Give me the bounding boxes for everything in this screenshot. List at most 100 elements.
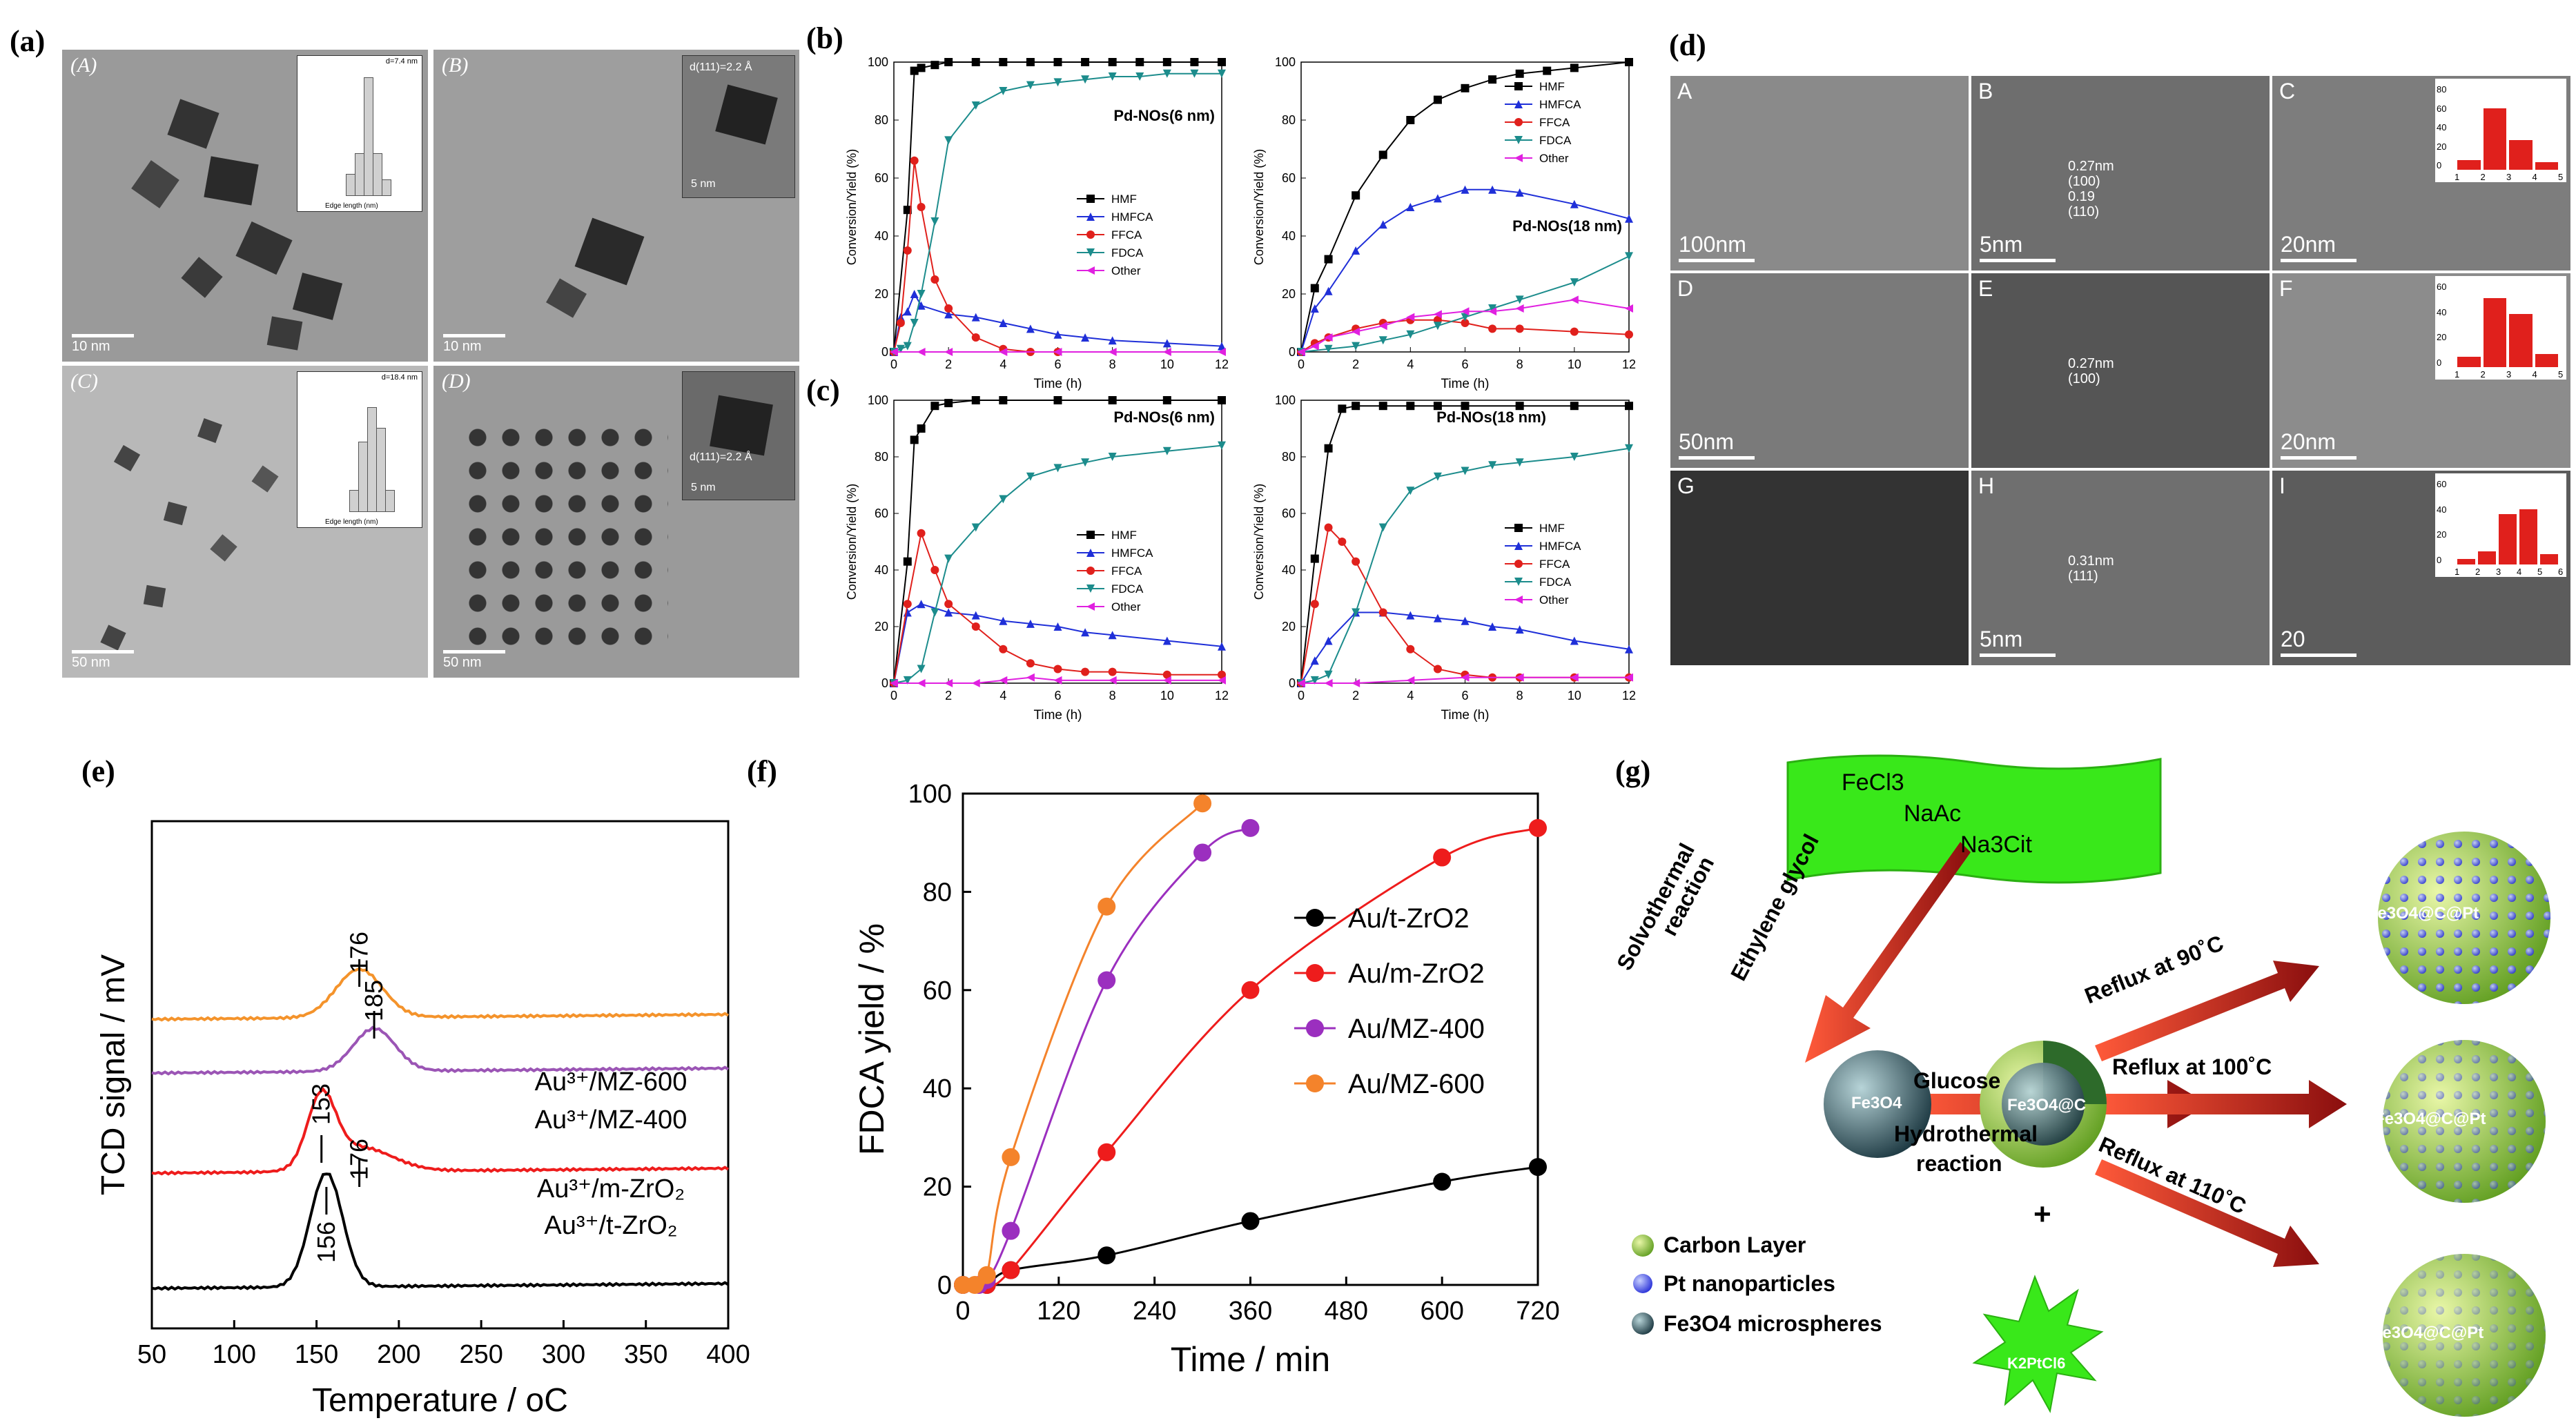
y-tick-label: 100 xyxy=(1275,393,1296,407)
data-point xyxy=(1406,676,1415,685)
y-tick-label: 40 xyxy=(923,1074,952,1103)
data-point xyxy=(930,275,939,284)
data-point xyxy=(944,310,953,319)
x-tick-label: 400 xyxy=(706,1340,750,1369)
data-point xyxy=(999,616,1008,625)
k2ptcl6-star xyxy=(1972,1275,2104,1413)
inset-scale: 5 nm xyxy=(691,178,716,190)
data-point xyxy=(1570,327,1579,336)
data-point xyxy=(1108,667,1117,676)
data-point xyxy=(1162,58,1171,66)
hist-y-tick: 60 xyxy=(2437,282,2447,292)
x-axis-label: Time (h) xyxy=(1441,377,1489,391)
legend-label: FDCA xyxy=(1111,582,1144,596)
hist-bar xyxy=(2509,139,2533,170)
x-tick-label: 0 xyxy=(890,357,897,371)
legend-label: HMFCA xyxy=(1111,210,1153,224)
data-point xyxy=(1433,310,1442,319)
data-point xyxy=(1324,286,1333,295)
data-point xyxy=(896,319,905,327)
data-point xyxy=(1086,230,1095,239)
nanoparticle xyxy=(197,418,222,443)
x-tick-label: 250 xyxy=(459,1340,502,1369)
data-point xyxy=(1081,333,1090,342)
data-point xyxy=(1338,538,1347,546)
scale-bar: 50 nm xyxy=(443,650,505,671)
legend-label: Au/MZ-600 xyxy=(1348,1069,1485,1099)
fe3o4-core-inner xyxy=(2002,1063,2085,1146)
data-point xyxy=(971,58,980,66)
hist-xlabel: Edge length (nm) xyxy=(325,202,378,210)
panel-label-g: (g) xyxy=(1615,754,1651,788)
x-axis-label: Time (h) xyxy=(1441,708,1489,723)
data-point xyxy=(1218,441,1226,450)
legend-pt: Pt nanoparticles xyxy=(1663,1271,1835,1296)
plot-frame xyxy=(150,820,730,1330)
x-tick-label: 350 xyxy=(624,1340,667,1369)
data-point xyxy=(1433,95,1442,104)
data-point xyxy=(903,307,912,316)
panel-label-d: (d) xyxy=(1669,28,1706,62)
scale-bar: 20nm xyxy=(2281,429,2357,460)
data-point xyxy=(903,608,912,617)
series-line xyxy=(1300,188,1630,353)
data-point xyxy=(1108,676,1117,685)
data-point xyxy=(1108,72,1117,81)
product-pt-100 xyxy=(2383,1040,2546,1203)
data-point xyxy=(1461,466,1470,475)
nanoparticle xyxy=(710,395,773,456)
x-tick-label: 10 xyxy=(1568,689,1581,702)
data-point xyxy=(1324,523,1333,532)
data-point xyxy=(1324,344,1333,353)
data-point xyxy=(999,495,1008,504)
tem-image-a-D: (D) d(111)=2.2 Å 5 nm 50 nm xyxy=(433,366,799,678)
data-point xyxy=(903,676,912,685)
image-letter: H xyxy=(1978,473,1995,498)
inset-label: d=18.4 nm xyxy=(381,373,418,382)
data-point xyxy=(1406,313,1415,322)
x-tick-label: 200 xyxy=(377,1340,420,1369)
data-point xyxy=(1190,69,1199,78)
x-axis-label: Time / min xyxy=(1171,1340,1331,1379)
hist-bar xyxy=(2478,551,2496,564)
x-tick-label: 720 xyxy=(1516,1297,1559,1326)
plot-frame xyxy=(893,61,1222,353)
panel-label-b: (b) xyxy=(806,21,843,55)
data-point xyxy=(999,58,1008,66)
inset-text: d(111)=2.2 Å xyxy=(690,451,752,463)
nanoparticle xyxy=(143,584,166,608)
histogram-inset: d=18.4 nm Edge length (nm) xyxy=(297,371,422,528)
data-point xyxy=(1570,673,1579,682)
x-tick-label: 0 xyxy=(890,689,897,702)
data-point xyxy=(1625,214,1633,223)
hist-bar xyxy=(2457,159,2481,170)
legend-marker xyxy=(1306,1074,1324,1092)
nanoparticle-field xyxy=(461,421,668,656)
data-point xyxy=(1097,971,1116,990)
legend-label: FFCA xyxy=(1111,564,1142,578)
data-point xyxy=(1461,83,1470,92)
data-point xyxy=(1053,78,1062,87)
data-point xyxy=(1488,304,1497,313)
size-histogram: 0 20 40 60 1 2 3 4 5 xyxy=(2435,276,2566,380)
data-point xyxy=(1053,348,1062,356)
data-point xyxy=(1081,667,1090,676)
data-point xyxy=(1433,322,1442,331)
y-tick-label: 60 xyxy=(875,507,888,520)
data-point xyxy=(1097,1246,1116,1265)
data-point xyxy=(1378,402,1387,411)
hist-y-tick: 40 xyxy=(2437,504,2447,515)
data-point xyxy=(1002,1148,1020,1166)
peak-label: 176 xyxy=(345,932,373,973)
y-tick-label: 60 xyxy=(1282,171,1296,185)
data-point xyxy=(1086,195,1095,203)
hrtem-inset: d(111)=2.2 Å 5 nm xyxy=(682,371,795,500)
data-point xyxy=(971,101,980,110)
data-point xyxy=(1543,66,1552,75)
data-point xyxy=(1488,75,1497,84)
data-point xyxy=(1488,307,1497,316)
nanoparticle xyxy=(574,217,645,286)
series-line xyxy=(894,676,1222,684)
y-tick-label: 60 xyxy=(1282,507,1296,520)
hist-y-tick: 20 xyxy=(2437,332,2447,343)
